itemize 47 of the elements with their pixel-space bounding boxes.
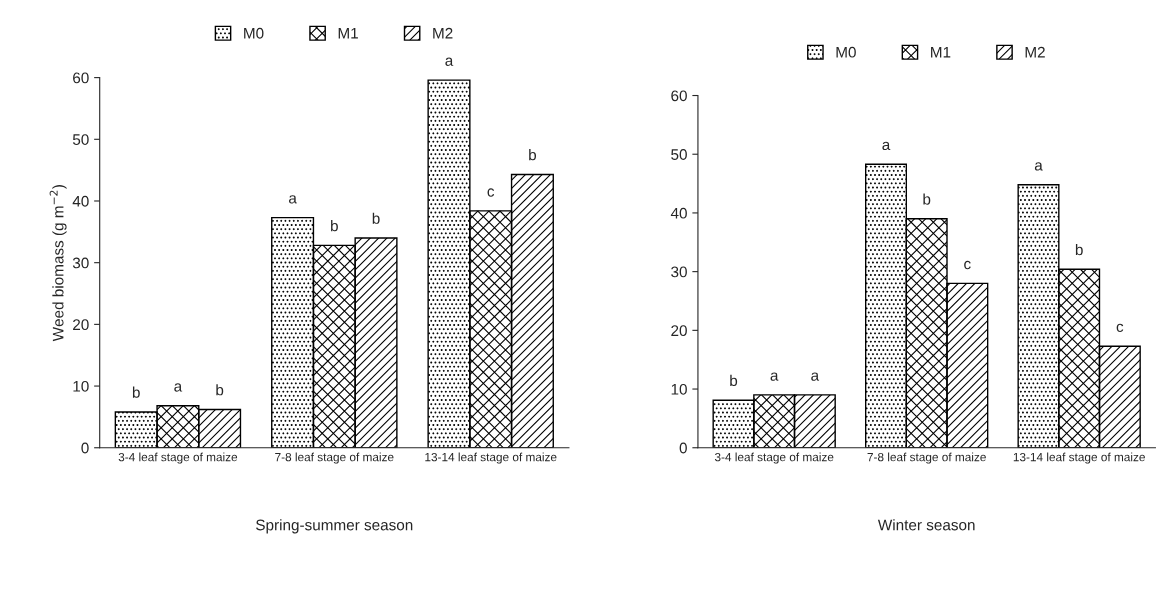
y-tick-label: 20 [671, 325, 687, 337]
data-label: b [331, 220, 338, 232]
data-label: b [216, 384, 224, 396]
y-tick-label: 60 [73, 72, 89, 84]
data-label: b [529, 149, 537, 161]
data-label: b [923, 193, 931, 205]
legend-label: M2 [433, 27, 453, 39]
legend-label: M0 [244, 27, 264, 39]
x-tick-label: 7-8 leaf stage of maize [275, 452, 394, 464]
y-tick-label: 30 [671, 266, 687, 278]
x-tick-label: 13-14 leaf stage of maize [1013, 452, 1145, 464]
y-tick-label: 20 [73, 319, 89, 331]
data-label: a [770, 372, 779, 381]
data-label: b [1075, 243, 1083, 256]
x-tick-label: 3-4 leaf stage of maize [118, 452, 238, 464]
y-tick-label: 40 [670, 207, 687, 219]
data-label: a [445, 57, 454, 66]
data-label: a [289, 195, 297, 204]
y-tick-label: 40 [72, 195, 89, 207]
data-label: b [132, 386, 140, 398]
legend-label: M2 [1025, 46, 1045, 58]
data-label: a [882, 141, 891, 151]
x-axis-title: Winter season [877, 519, 975, 531]
data-label: c [487, 188, 495, 197]
y-tick-label: 50 [72, 134, 89, 145]
y-axis-title: Weed biomass (g m$^{−2}$) [49, 185, 67, 342]
data-label: a [1034, 162, 1043, 171]
data-label: a [811, 372, 820, 381]
legend-label: M0 [836, 46, 856, 58]
data-label: c [964, 260, 971, 270]
y-tick-label: 60 [671, 90, 687, 102]
x-tick-label: 13-14 leaf stage of maize [425, 452, 557, 464]
x-tick-label: 7-8 leaf stage of maize [867, 452, 986, 464]
y-tick-label: 0 [679, 442, 687, 454]
data-label: b [372, 212, 380, 224]
data-label: b [730, 374, 738, 387]
x-axis-title: Spring-summer season [256, 519, 413, 534]
y-tick-label: 0 [81, 442, 89, 454]
legend-label: M1 [931, 46, 951, 58]
data-label: c [1116, 323, 1124, 333]
data-label: a [174, 383, 183, 392]
x-tick-label: 3-4 leaf stage of maize [714, 452, 834, 464]
y-tick-label: 10 [73, 380, 89, 392]
y-tick-label: 50 [671, 149, 687, 160]
legend-label: M1 [338, 27, 358, 39]
y-tick-label: 10 [671, 383, 687, 395]
y-tick-label: 30 [72, 257, 89, 269]
